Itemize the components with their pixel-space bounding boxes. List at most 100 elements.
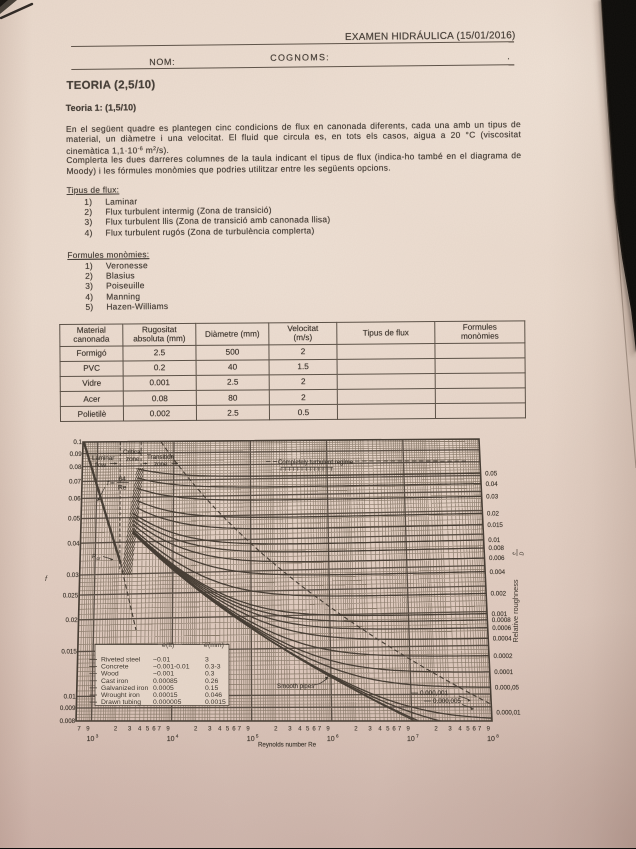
svg-text:5: 5 — [226, 727, 230, 733]
svg-text:0.09: 0.09 — [70, 451, 83, 458]
svg-text:4: 4 — [138, 727, 142, 733]
svg-text:0.07: 0.07 — [69, 479, 82, 486]
svg-text:0.0015: 0.0015 — [205, 699, 226, 706]
svg-text:e: e — [512, 552, 518, 555]
svg-text:3: 3 — [208, 727, 212, 733]
svg-text:0.00085: 0.00085 — [153, 678, 178, 685]
svg-text:3: 3 — [128, 727, 132, 733]
svg-text:=: = — [111, 480, 115, 487]
svg-text:Re: Re — [118, 485, 127, 492]
svg-text:9: 9 — [86, 727, 90, 733]
svg-text:Drawn tubing: Drawn tubing — [101, 699, 141, 706]
svg-text:0.046: 0.046 — [205, 692, 222, 699]
svg-text:4: 4 — [458, 727, 462, 733]
svg-text:0.025: 0.025 — [63, 592, 79, 599]
svg-text:3: 3 — [205, 657, 209, 664]
svg-text:4: 4 — [378, 727, 382, 733]
svg-text:9: 9 — [246, 727, 250, 733]
svg-text:10: 10 — [87, 736, 95, 743]
svg-text:7: 7 — [398, 727, 402, 733]
svg-text:64: 64 — [119, 476, 127, 483]
svg-text:Relative roughness: Relative roughness — [511, 579, 520, 643]
svg-text:5: 5 — [306, 727, 310, 733]
svg-text:0.15: 0.15 — [205, 685, 218, 692]
svg-text:10: 10 — [407, 736, 415, 743]
svg-text:2: 2 — [434, 727, 438, 733]
svg-text:0.1: 0.1 — [73, 439, 82, 446]
svg-text:Smooth pipes: Smooth pipes — [277, 683, 314, 690]
svg-text:Laminar: Laminar — [92, 455, 114, 462]
svg-text:0.3-3: 0.3-3 — [205, 664, 221, 671]
svg-text:cr: cr — [97, 556, 101, 561]
svg-text:5: 5 — [256, 734, 259, 739]
svg-text:~0.01: ~0.01 — [153, 657, 170, 664]
svg-text:(ft): (ft) — [166, 642, 174, 649]
svg-text:0.006: 0.006 — [489, 555, 505, 562]
svg-text:0.0005: 0.0005 — [153, 685, 174, 692]
svg-text:7: 7 — [416, 734, 419, 739]
svg-text:0.015: 0.015 — [487, 522, 503, 529]
svg-text:2: 2 — [114, 727, 118, 733]
svg-text:9: 9 — [407, 727, 411, 733]
svg-text:9: 9 — [326, 727, 330, 733]
svg-text:0.002: 0.002 — [491, 591, 507, 598]
svg-text:zone: zone — [126, 456, 140, 463]
svg-text:4: 4 — [298, 727, 302, 733]
svg-text:D: D — [520, 552, 526, 556]
svg-text:0.009: 0.009 — [60, 705, 76, 712]
svg-text:0.04: 0.04 — [67, 540, 80, 547]
svg-text:0.000,005: 0.000,005 — [433, 698, 462, 705]
svg-text:f: f — [45, 576, 48, 583]
svg-text:6: 6 — [232, 727, 236, 733]
svg-text:Wood: Wood — [101, 671, 119, 678]
svg-text:10: 10 — [167, 736, 175, 743]
svg-text:0.03: 0.03 — [486, 494, 499, 501]
svg-text:0.0008: 0.0008 — [492, 617, 511, 624]
svg-text:0.0004: 0.0004 — [493, 636, 512, 643]
svg-text:Critical: Critical — [123, 449, 142, 456]
svg-text:0.01: 0.01 — [488, 537, 501, 544]
svg-text:flow: flow — [95, 462, 107, 469]
svg-text:2: 2 — [354, 727, 358, 733]
svg-text:Riveted steel: Riveted steel — [101, 657, 141, 664]
svg-text:0.06: 0.06 — [69, 496, 82, 503]
svg-text:0.000,01: 0.000,01 — [496, 710, 521, 717]
svg-text:0.0006: 0.0006 — [492, 625, 511, 632]
svg-text:3: 3 — [448, 727, 452, 733]
svg-text:(mm): (mm) — [208, 642, 224, 649]
svg-text:8: 8 — [496, 734, 499, 739]
svg-text:6: 6 — [152, 727, 156, 733]
svg-text:0.3: 0.3 — [205, 671, 215, 678]
svg-text:3: 3 — [368, 727, 372, 733]
svg-text:~0.001: ~0.001 — [153, 671, 174, 678]
svg-text:Wrought iron: Wrought iron — [101, 692, 140, 699]
svg-text:7: 7 — [318, 727, 322, 733]
svg-text:0.000,001: 0.000,001 — [420, 690, 449, 697]
svg-text:0.08: 0.08 — [69, 464, 82, 471]
svg-text:9: 9 — [487, 727, 491, 733]
svg-text:6: 6 — [312, 727, 316, 733]
svg-text:Cast iron: Cast iron — [101, 678, 128, 685]
svg-text:0.04: 0.04 — [486, 481, 499, 488]
svg-text:0.05: 0.05 — [485, 470, 498, 477]
svg-text:5: 5 — [466, 727, 470, 733]
svg-text:0.008: 0.008 — [60, 718, 76, 725]
svg-text:0.000005: 0.000005 — [153, 699, 182, 706]
svg-text:zone: zone — [154, 461, 168, 468]
svg-text:2: 2 — [194, 727, 198, 733]
svg-text:6: 6 — [392, 727, 396, 733]
svg-text:5: 5 — [386, 727, 390, 733]
svg-text:4: 4 — [176, 734, 179, 739]
svg-text:3: 3 — [96, 734, 99, 739]
svg-text:7: 7 — [478, 727, 482, 733]
svg-text:10: 10 — [247, 736, 255, 743]
svg-text:6: 6 — [336, 734, 339, 739]
svg-text:Transition: Transition — [147, 454, 174, 461]
svg-text:~0.001-0.01: ~0.001-0.01 — [153, 664, 190, 671]
svg-text:Galvanized iron: Galvanized iron — [101, 685, 148, 692]
svg-text:0.05: 0.05 — [68, 516, 81, 523]
svg-text:0.02: 0.02 — [487, 511, 500, 518]
svg-text:Completely turbulent regime: Completely turbulent regime — [278, 460, 354, 466]
svg-text:0.015: 0.015 — [61, 649, 77, 656]
svg-text:0.00015: 0.00015 — [153, 692, 178, 699]
